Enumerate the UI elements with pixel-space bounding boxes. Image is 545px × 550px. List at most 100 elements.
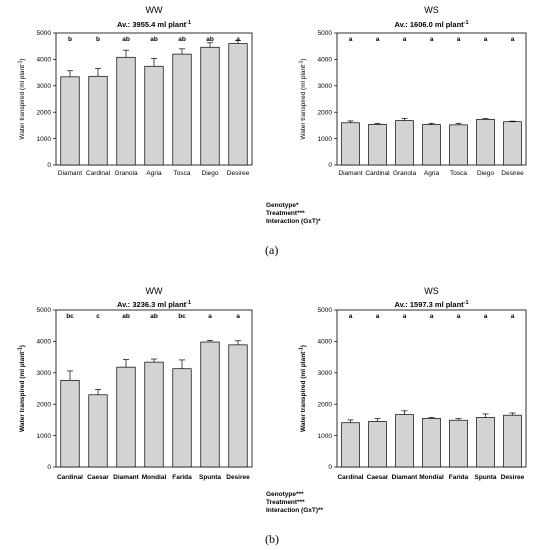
bar-tosca xyxy=(172,53,192,166)
bar-mondial xyxy=(144,361,164,468)
y-tick-label: 4000 xyxy=(37,339,52,346)
category-label: Diamant xyxy=(392,474,418,481)
y-tick-label: 3000 xyxy=(318,370,333,377)
y-tick-label: 1000 xyxy=(318,433,333,440)
y-tick-label: 0 xyxy=(328,464,332,471)
bar-granola xyxy=(116,56,136,166)
panel-label-a: (a) xyxy=(265,243,279,257)
significance-letter: a xyxy=(349,313,353,320)
y-tick-label: 3000 xyxy=(318,83,333,90)
chart-subtitle: Av.: 3236.3 ml plant-1 xyxy=(117,300,191,309)
bar-caesar xyxy=(368,421,387,468)
category-label: Diamant xyxy=(58,170,82,177)
y-tick-label: 5000 xyxy=(318,307,333,314)
significance-letter: a xyxy=(457,313,461,320)
significance-letter: c xyxy=(96,313,100,320)
chart-title: WW xyxy=(146,286,163,296)
bar-diego xyxy=(476,118,495,166)
significance-letter: ab xyxy=(150,313,158,320)
chart-subtitle: Av.: 1597.3 ml plant-1 xyxy=(394,300,468,309)
bar-tosca xyxy=(449,124,468,166)
category-label: Cardinal xyxy=(337,474,363,481)
significance-letter: ab xyxy=(206,36,214,43)
category-label: Desiree xyxy=(501,474,525,481)
bar-diamant xyxy=(60,76,80,166)
panel-label-b: (b) xyxy=(265,532,279,546)
y-tick-label: 5000 xyxy=(37,30,52,37)
chart-ws-b: WS Av.: 1597.3 ml plant-1 0 1000 2000 3000 400… xyxy=(299,286,527,481)
chart-subtitle: Av.: 1606.0 ml plant-1 xyxy=(394,20,468,29)
category-label: Mondial xyxy=(142,474,167,481)
significance-letter: a xyxy=(511,36,515,43)
stats-b-interaction: Interaction (GxT)** xyxy=(266,507,324,514)
category-label: Caesar xyxy=(367,474,389,481)
category-label: Spunta xyxy=(199,474,221,481)
stats-a-treatment: Treatment*** xyxy=(266,210,305,217)
bar-diamant xyxy=(395,414,414,468)
category-label: Farida xyxy=(172,474,192,481)
y-tick-label: 0 xyxy=(47,464,51,471)
significance-letter: ab xyxy=(178,36,186,43)
significance-letter: a xyxy=(430,36,434,43)
chart-ws-a: WS Av.: 1606.0 ml plant-1 0 1000 2000 3000 400… xyxy=(299,5,527,177)
y-tick-label: 1000 xyxy=(318,136,333,143)
significance-letter: ab xyxy=(122,36,130,43)
bar-granola xyxy=(395,120,414,166)
y-tick-label: 5000 xyxy=(37,307,52,314)
stats-a-genotype: Genotype* xyxy=(266,202,299,209)
bar-cardinal xyxy=(368,123,387,166)
bar-farida xyxy=(449,419,468,468)
chart-ww-b: WW Av.: 3236.3 ml plant-1 0 1000 2000 3000 400… xyxy=(18,286,253,481)
y-tick-label: 2000 xyxy=(37,401,52,408)
y-tick-label: 5000 xyxy=(318,30,333,37)
category-label: Agria xyxy=(146,170,162,177)
bar-farida xyxy=(172,368,192,468)
chart-subtitle: Av.: 3955.4 ml plant-1 xyxy=(117,20,191,29)
bar-caesar xyxy=(88,394,108,468)
bar-agria xyxy=(422,124,441,166)
y-tick-label: 2000 xyxy=(318,401,333,408)
category-label: Diego xyxy=(477,170,494,177)
y-tick-label: 2000 xyxy=(318,109,333,116)
significance-letter: a xyxy=(376,36,380,43)
significance-letter: ab xyxy=(150,36,158,43)
category-label: Granola xyxy=(114,170,138,177)
category-label: Agria xyxy=(424,170,440,177)
y-tick-label: 4000 xyxy=(318,339,333,346)
category-label: Cardinal xyxy=(57,474,83,481)
significance-letter: a xyxy=(349,36,353,43)
category-label: Diamant xyxy=(338,170,362,177)
category-label: Farida xyxy=(449,474,469,481)
y-axis-label: Water transpired (ml plant-1) xyxy=(18,345,27,432)
y-tick-label: 4000 xyxy=(37,57,52,64)
bar-spunta xyxy=(200,341,220,468)
y-axis-label: Water transpired (ml plant-1) xyxy=(299,58,308,139)
y-tick-label: 0 xyxy=(328,162,332,169)
category-label: Tosca xyxy=(174,170,191,177)
category-label: Cardinal xyxy=(365,170,390,177)
bar-desiree xyxy=(228,43,248,166)
significance-letter: a xyxy=(403,36,407,43)
category-label: Desiree xyxy=(501,170,524,177)
significance-letter: a xyxy=(511,313,515,320)
significance-letter: bc xyxy=(66,313,74,320)
significance-letter: b xyxy=(96,36,100,43)
category-label: Spunta xyxy=(474,474,496,481)
y-axis-label: Water transpired (ml plant-1) xyxy=(18,58,27,139)
significance-letter: ab xyxy=(122,313,130,320)
stats-b: Genotype*** Treatment*** Interaction (Gx… xyxy=(266,491,323,515)
bar-desiree xyxy=(228,344,248,468)
bar-desiree xyxy=(503,414,522,468)
category-label: Granola xyxy=(393,170,417,177)
category-label: Mondial xyxy=(419,474,444,481)
bar-diego xyxy=(200,46,220,166)
significance-letter: a xyxy=(430,313,434,320)
significance-letter: b xyxy=(68,36,72,43)
category-label: Desiree xyxy=(227,170,250,177)
y-tick-label: 3000 xyxy=(37,83,52,90)
chart-title: WW xyxy=(146,5,163,15)
category-label: Diego xyxy=(202,170,219,177)
significance-letter: a xyxy=(236,313,240,320)
stats-a-interaction: Interaction (GxT)* xyxy=(266,218,321,225)
